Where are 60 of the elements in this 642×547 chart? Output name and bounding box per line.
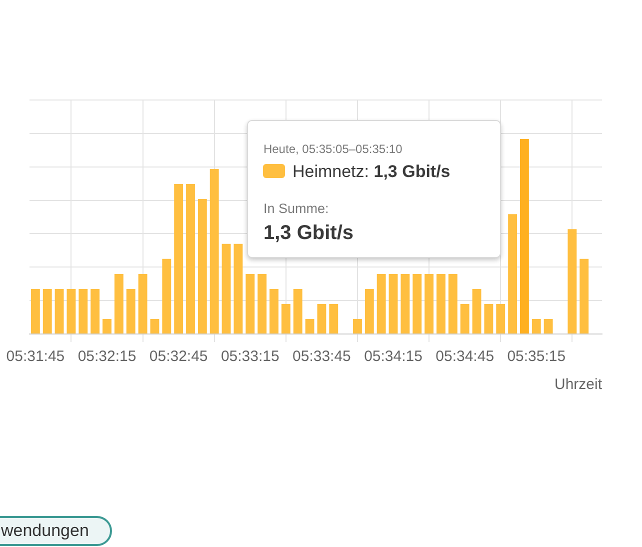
bar	[54, 288, 64, 334]
bar	[66, 288, 76, 334]
bar	[496, 304, 506, 334]
x-tick-label: 05:32:45	[149, 348, 208, 366]
bar	[460, 304, 470, 334]
bar	[198, 199, 207, 334]
bar	[472, 288, 482, 334]
x-tick-label: 05:32:15	[78, 348, 136, 366]
bar	[281, 304, 290, 334]
bar	[376, 274, 386, 334]
x-tick-label: 05:33:45	[292, 348, 351, 366]
bar	[270, 288, 278, 334]
bar	[234, 244, 243, 334]
annotation: Heute, 05:35:05–05:35:10	[263, 141, 402, 157]
bar	[222, 244, 231, 334]
x-tick-label: 05:34:15	[364, 348, 422, 366]
annotation: 1,3 Gbit/s	[374, 162, 450, 181]
bar	[90, 288, 100, 334]
bar	[210, 169, 219, 334]
x-axis-title: Uhrzeit	[554, 376, 603, 394]
annotation: 1,3 Gbit/s	[263, 221, 354, 245]
bar	[568, 229, 577, 334]
bar	[114, 274, 124, 334]
x-tick-label: 05:33:15	[220, 348, 280, 366]
x-tick-label: 05:35:15	[507, 348, 566, 366]
bar	[102, 318, 112, 334]
bar	[138, 274, 148, 334]
bar	[544, 318, 553, 334]
bar	[174, 184, 184, 334]
bar	[317, 304, 326, 334]
legend-label: Heimnetz:	[292, 162, 369, 181]
bar	[520, 139, 529, 334]
x-tick-label: 05:34:45	[436, 348, 494, 366]
bar	[150, 318, 160, 334]
bar	[532, 318, 541, 334]
bar	[30, 288, 40, 334]
bar	[42, 288, 52, 334]
bar	[162, 258, 172, 334]
bar	[78, 288, 88, 334]
bar	[293, 288, 302, 334]
bar	[126, 288, 136, 334]
bar	[400, 274, 410, 334]
bar	[436, 274, 446, 334]
bar	[484, 304, 494, 334]
x-tick-label: 05:31:45	[6, 348, 65, 366]
bar	[186, 184, 195, 334]
bar	[353, 318, 362, 334]
bar	[580, 258, 589, 334]
bar	[388, 274, 398, 334]
bar	[329, 304, 338, 334]
annotation: In Summe:	[263, 201, 329, 217]
bar	[508, 214, 518, 334]
bar	[412, 274, 422, 334]
bar	[305, 318, 314, 334]
bar	[246, 274, 255, 334]
pill-button: wendungen	[0, 516, 112, 546]
bar	[448, 274, 458, 334]
bar	[364, 288, 374, 334]
bar	[424, 274, 434, 334]
bar	[258, 274, 267, 334]
